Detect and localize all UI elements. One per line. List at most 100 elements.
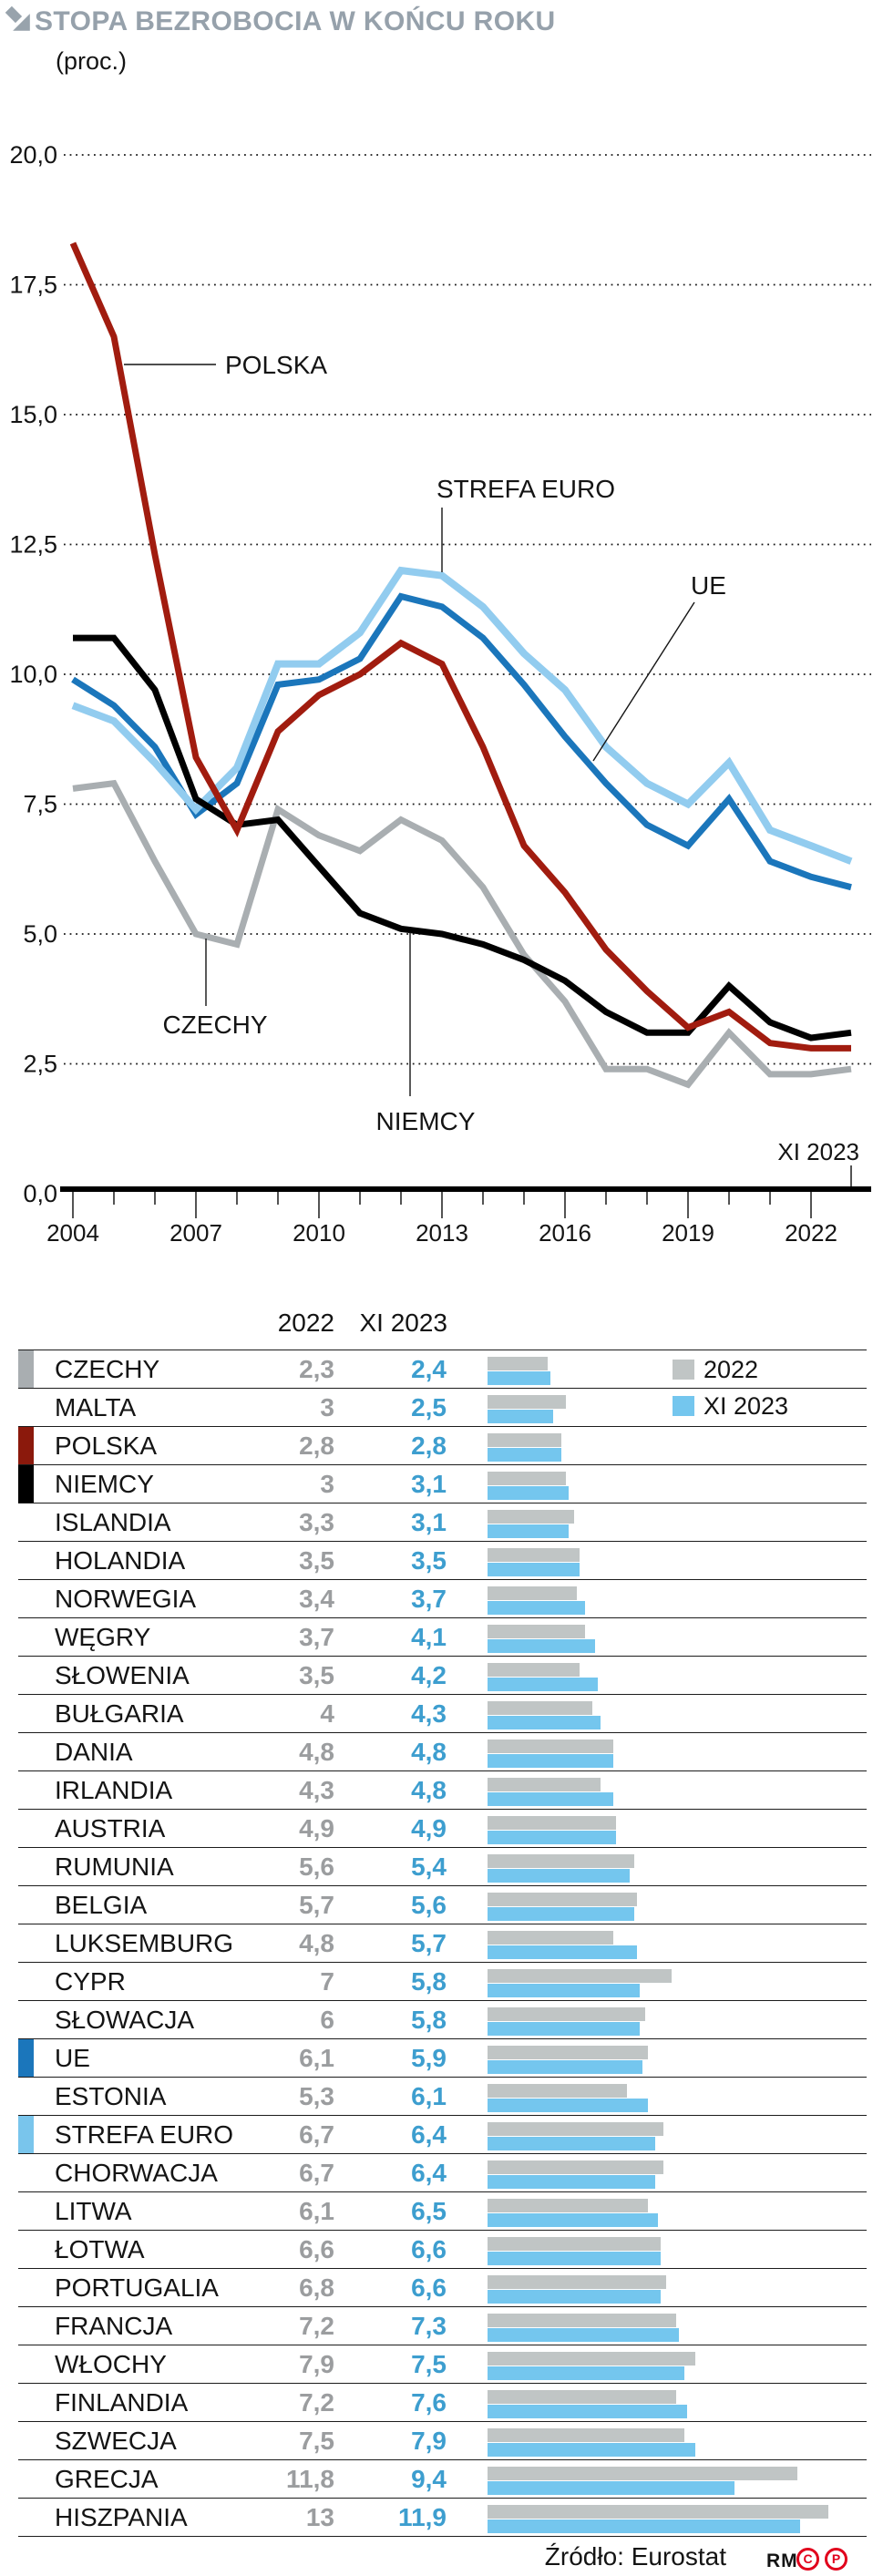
value-2022: 7 [320,1967,334,1996]
value-2022: 3,7 [299,1623,334,1651]
table-row: NORWEGIA 3,4 3,7 [18,1579,867,1617]
bar-xi2023 [488,1945,638,1959]
bar-2022 [488,1395,567,1409]
x-axis-label: 2007 [169,1219,222,1247]
y-axis-label: 2,5 [23,1051,57,1078]
bar-xi2023 [488,2022,640,2036]
bar-2022 [488,1740,614,1753]
value-xi2023: 3,1 [411,1470,447,1498]
value-2022: 11,8 [286,2465,334,2493]
legend-swatch-2022 [673,1360,694,1380]
value-xi2023: 7,6 [411,2388,447,2417]
value-2022: 4,8 [299,1738,334,1766]
legend-swatch-xi2023 [673,1396,694,1416]
value-2022: 5,3 [299,2082,334,2110]
series-label-polska: POLSKA [225,351,327,379]
bar-2022 [488,1931,614,1945]
bar-xi2023 [488,2520,800,2533]
table-row: SZWECJA 7,5 7,9 [18,2421,867,2459]
table-row: WŁOCHY 7,9 7,5 [18,2345,867,2383]
country-name: CHORWACJA [55,2159,218,2187]
bar-2022 [488,2275,666,2289]
bar-2022 [488,2428,684,2442]
country-name: BUŁGARIA [55,1699,184,1728]
country-name: NORWEGIA [55,1585,197,1613]
series-label-niemcy: NIEMCY [376,1107,476,1135]
bar-xi2023 [488,2252,662,2265]
table-row: MALTA 3 2,5 [18,1388,867,1426]
bar-xi2023 [488,1984,640,1997]
series-color-swatch [18,1350,34,1388]
y-axis-label: 7,5 [23,791,57,818]
bar-xi2023 [488,2099,648,2112]
table-row: WĘGRY 3,7 4,1 [18,1617,867,1656]
series-color-swatch [18,1465,34,1503]
value-2022: 6,7 [299,2159,334,2187]
bar-2022 [488,2122,663,2136]
country-name: SZWECJA [55,2427,177,2455]
country-name: NIEMCY [55,1470,154,1498]
bar-xi2023 [488,2405,687,2418]
value-2022: 3,3 [299,1508,334,1536]
value-2022: 7,5 [299,2427,334,2455]
source-note: Źródło: Eurostat [544,2542,726,2571]
bar-xi2023 [488,2443,695,2457]
bar-2022 [488,2467,797,2480]
country-name: AUSTRIA [55,1814,166,1842]
value-xi2023: 4,8 [411,1738,447,1766]
bar-xi2023 [488,2060,642,2074]
series-line-polska [69,241,851,1052]
table-row: AUSTRIA 4,9 4,9 [18,1809,867,1847]
y-axis-label: 17,5 [9,272,57,299]
table-row: SŁOWENIA 3,5 4,2 [18,1656,867,1694]
table-row: DANIA 4,8 4,8 [18,1732,867,1770]
bar-xi2023 [488,2481,734,2495]
table-row: SŁOWACJA 6 5,8 [18,2000,867,2038]
bar-2022 [488,1357,549,1370]
value-2022: 3,5 [299,1661,334,1689]
table-row: BUŁGARIA 4 4,3 [18,1694,867,1732]
bar-xi2023 [488,2328,680,2342]
value-xi2023: 5,9 [411,2044,447,2072]
value-2022: 4,9 [299,1814,334,1842]
y-axis-label: 20,0 [9,141,57,169]
bar-2022 [488,1701,593,1715]
country-name: STREFA EURO [55,2120,234,2149]
country-name: POLSKA [55,1432,158,1460]
country-name: WĘGRY [55,1623,151,1651]
table-row: LUKSEMBURG 4,8 5,7 [18,1924,867,1962]
bar-xi2023 [488,1410,553,1423]
series-label-strefa-euro: STREFA EURO [436,475,615,503]
end-axis-label: XI 2023 [777,1138,859,1165]
table-row: ŁOTWA 6,6 6,6 [18,2230,867,2268]
country-name: ISLANDIA [55,1508,171,1536]
bar-2022 [488,2199,648,2212]
table-row: CYPR 7 5,8 [18,1962,867,2000]
value-xi2023: 6,6 [411,2235,447,2263]
value-2022: 5,6 [299,1852,334,1881]
value-2022: 3,5 [299,1546,334,1575]
bar-xi2023 [488,1869,630,1883]
y-axis-label: 15,0 [9,401,57,428]
x-axis-label: 2013 [416,1219,468,1247]
value-xi2023: 3,5 [411,1546,447,1575]
series-callout-line [592,601,695,762]
country-name: LITWA [55,2197,132,2225]
value-2022: 6,1 [299,2197,334,2225]
bar-xi2023 [488,1563,580,1576]
bar-2022 [488,2237,662,2251]
value-xi2023: 2,4 [411,1355,447,1383]
legend-item-2022: 2022 [673,1356,758,1383]
bar-xi2023 [488,2366,684,2380]
line-chart-svg: 0,0 2,5 5,0 7,5 10,0 12,5 15,0 17,5 20,0 2004 2007… [9,141,871,1247]
value-2022: 6,8 [299,2273,334,2302]
value-xi2023: 7,5 [411,2350,447,2378]
country-name: DANIA [55,1738,133,1766]
legend-item-xi2023: XI 2023 [673,1392,788,1420]
country-name: PORTUGALIA [55,2273,219,2302]
value-xi2023: 4,8 [411,1776,447,1804]
bar-2022 [488,1548,580,1562]
bar-2022 [488,2160,663,2174]
country-name: RUMUNIA [55,1852,174,1881]
bar-2022 [488,1969,672,1983]
